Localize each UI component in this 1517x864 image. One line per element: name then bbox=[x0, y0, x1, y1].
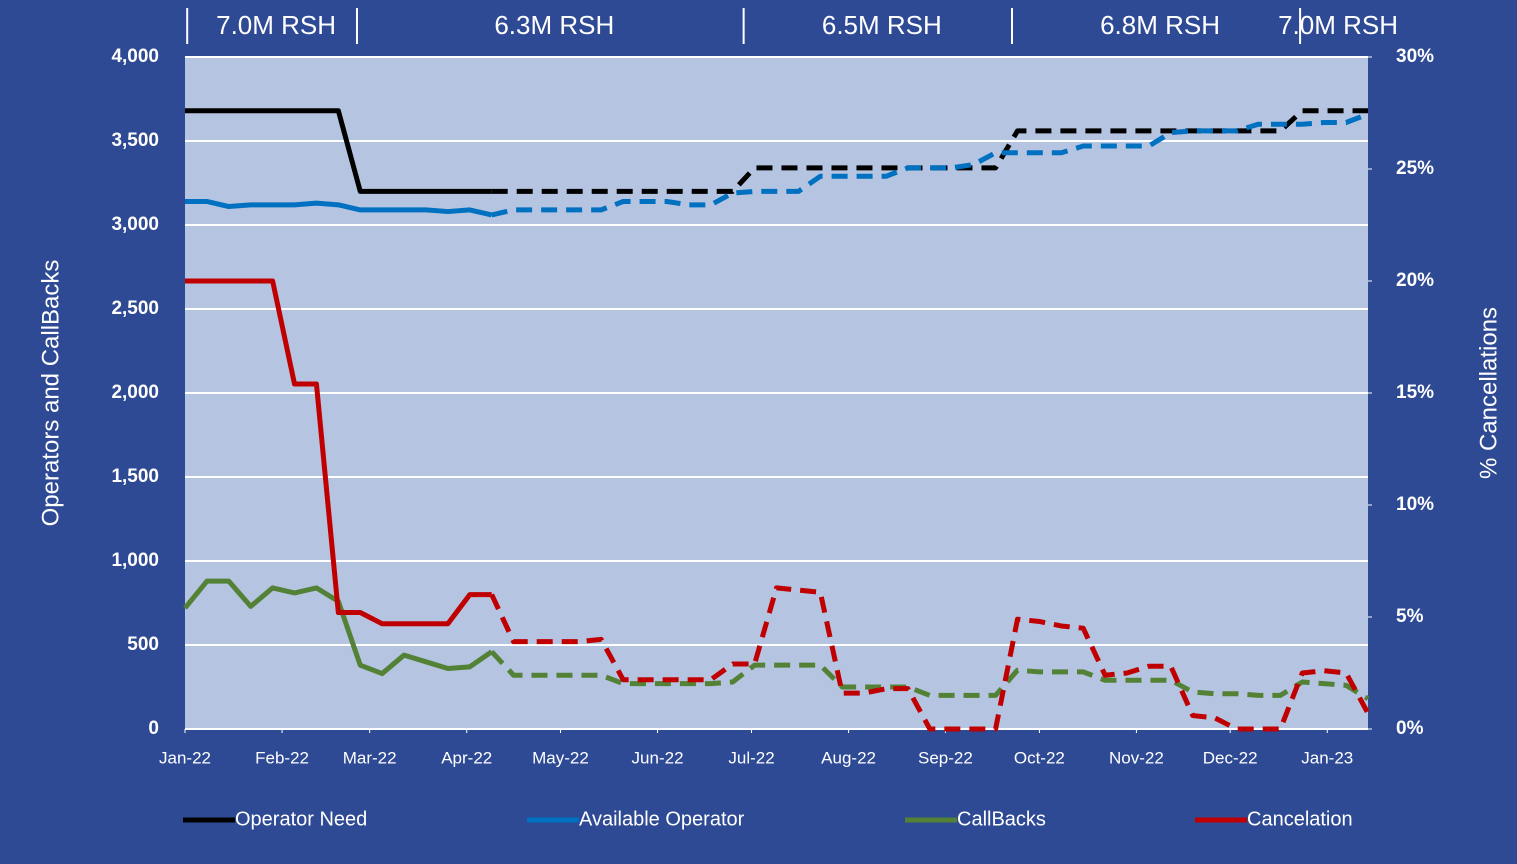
y-tick-label: 1,000 bbox=[111, 550, 159, 571]
x-tick-label: May-22 bbox=[532, 748, 589, 767]
period-label: 7.0M RSH bbox=[1278, 10, 1398, 40]
x-tick-label: Aug-22 bbox=[821, 748, 876, 767]
y2-tick-label: 0% bbox=[1396, 718, 1424, 739]
x-tick-label: Apr-22 bbox=[441, 748, 492, 767]
x-tick-label: Oct-22 bbox=[1014, 748, 1065, 767]
y-tick-label: 3,500 bbox=[111, 130, 159, 151]
series-line-solid bbox=[185, 108, 492, 194]
x-tick-label: Dec-22 bbox=[1203, 748, 1258, 767]
x-tick-label: Jul-22 bbox=[728, 748, 774, 767]
period-label: 7.0M RSH bbox=[216, 10, 336, 40]
y-tick-label: 2,000 bbox=[111, 382, 159, 403]
y-axis-label: Operators and CallBacks bbox=[37, 260, 64, 527]
y2-tick-label: 20% bbox=[1396, 270, 1434, 291]
series-line-dashed bbox=[489, 650, 1370, 701]
y-tick-label: 1,500 bbox=[111, 466, 159, 487]
series-line-dashed bbox=[491, 108, 1368, 194]
period-label: 6.8M RSH bbox=[1100, 10, 1220, 40]
legend-label: Cancelation bbox=[1247, 808, 1353, 830]
x-tick-label: Jan-22 bbox=[159, 748, 211, 767]
legend-label: CallBacks bbox=[957, 808, 1046, 830]
y2-tick-label: 30% bbox=[1396, 46, 1434, 67]
legend-label: Available Operator bbox=[579, 808, 745, 830]
x-tick-label: Mar-22 bbox=[343, 748, 397, 767]
y-tick-label: 2,500 bbox=[111, 298, 159, 319]
x-tick-label: Feb-22 bbox=[255, 748, 309, 767]
y-tick-label: 0 bbox=[148, 718, 159, 739]
series-line-dashed bbox=[489, 585, 1371, 732]
y-tick-label: 4,000 bbox=[111, 46, 159, 67]
series-line-solid bbox=[185, 198, 493, 218]
x-tick-label: Sep-22 bbox=[918, 748, 973, 767]
x-tick-label: Nov-22 bbox=[1109, 748, 1164, 767]
series-line-solid bbox=[185, 278, 492, 627]
y2-tick-label: 25% bbox=[1396, 158, 1434, 179]
y2-tick-label: 15% bbox=[1396, 382, 1434, 403]
y2-tick-label: 5% bbox=[1396, 606, 1424, 627]
period-label: 6.3M RSH bbox=[494, 10, 614, 40]
y2-axis-label: % Cancellations bbox=[1475, 307, 1502, 479]
y2-tick-label: 10% bbox=[1396, 494, 1434, 515]
y-tick-label: 3,000 bbox=[111, 214, 159, 235]
x-tick-label: Jun-22 bbox=[632, 748, 684, 767]
y-tick-label: 500 bbox=[127, 634, 159, 655]
legend-label: Operator Need bbox=[235, 808, 367, 830]
period-label: 6.5M RSH bbox=[822, 10, 942, 40]
x-tick-label: Jan-23 bbox=[1301, 748, 1353, 767]
